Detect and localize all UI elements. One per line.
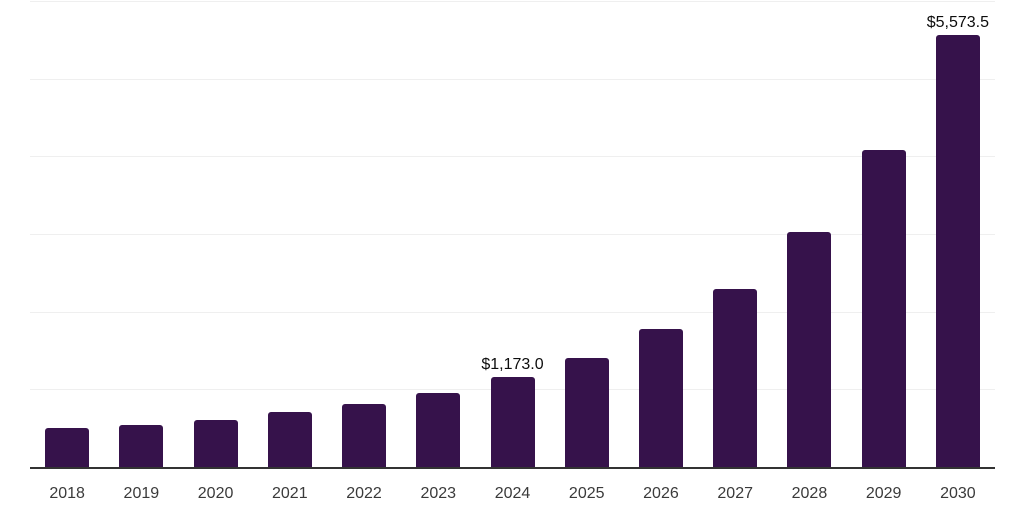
x-tick-label-2018: 2018: [49, 485, 85, 502]
x-tick-label-2023: 2023: [420, 485, 457, 502]
x-tick-label-2020: 2020: [197, 485, 234, 502]
bar-2024: [490, 376, 535, 468]
bar-2029: [861, 150, 906, 468]
bar-2019: [119, 424, 164, 468]
x-tick-label-2019: 2019: [123, 485, 160, 502]
x-tick-label-2024: 2024: [494, 485, 531, 502]
x-axis-line: [30, 467, 995, 469]
x-tick-label-2029: 2029: [865, 485, 902, 502]
gridline: [30, 78, 995, 80]
bar-2020: [193, 419, 238, 468]
bar-2023: [416, 392, 461, 468]
plot-area: $1,173.0 $5,573.5: [30, 1, 995, 468]
bar-2018: [45, 428, 90, 468]
gridline: [30, 156, 995, 158]
bar-2026: [638, 328, 683, 468]
x-tick-label-2021: 2021: [272, 485, 308, 502]
bar-2027: [713, 288, 758, 468]
bar-2025: [564, 357, 609, 468]
bar-value-label: $1,173.0: [481, 355, 544, 373]
gridline: [30, 311, 995, 313]
gridline: [30, 1, 995, 2]
gridline: [30, 234, 995, 235]
x-tick-label-2027: 2027: [717, 485, 753, 502]
bar-2028: [787, 231, 832, 468]
x-tick-label-2022: 2022: [346, 485, 382, 502]
x-tick-label-2026: 2026: [643, 485, 679, 502]
bar-value-label: $5,573.5: [926, 14, 990, 32]
x-tick-label-2030: 2030: [940, 485, 976, 502]
bar-2022: [342, 404, 387, 468]
x-tick-label-2028: 2028: [791, 485, 828, 502]
bar-2021: [267, 412, 312, 468]
bar-2030: [935, 35, 980, 468]
x-tick-label-2025: 2025: [568, 485, 605, 502]
